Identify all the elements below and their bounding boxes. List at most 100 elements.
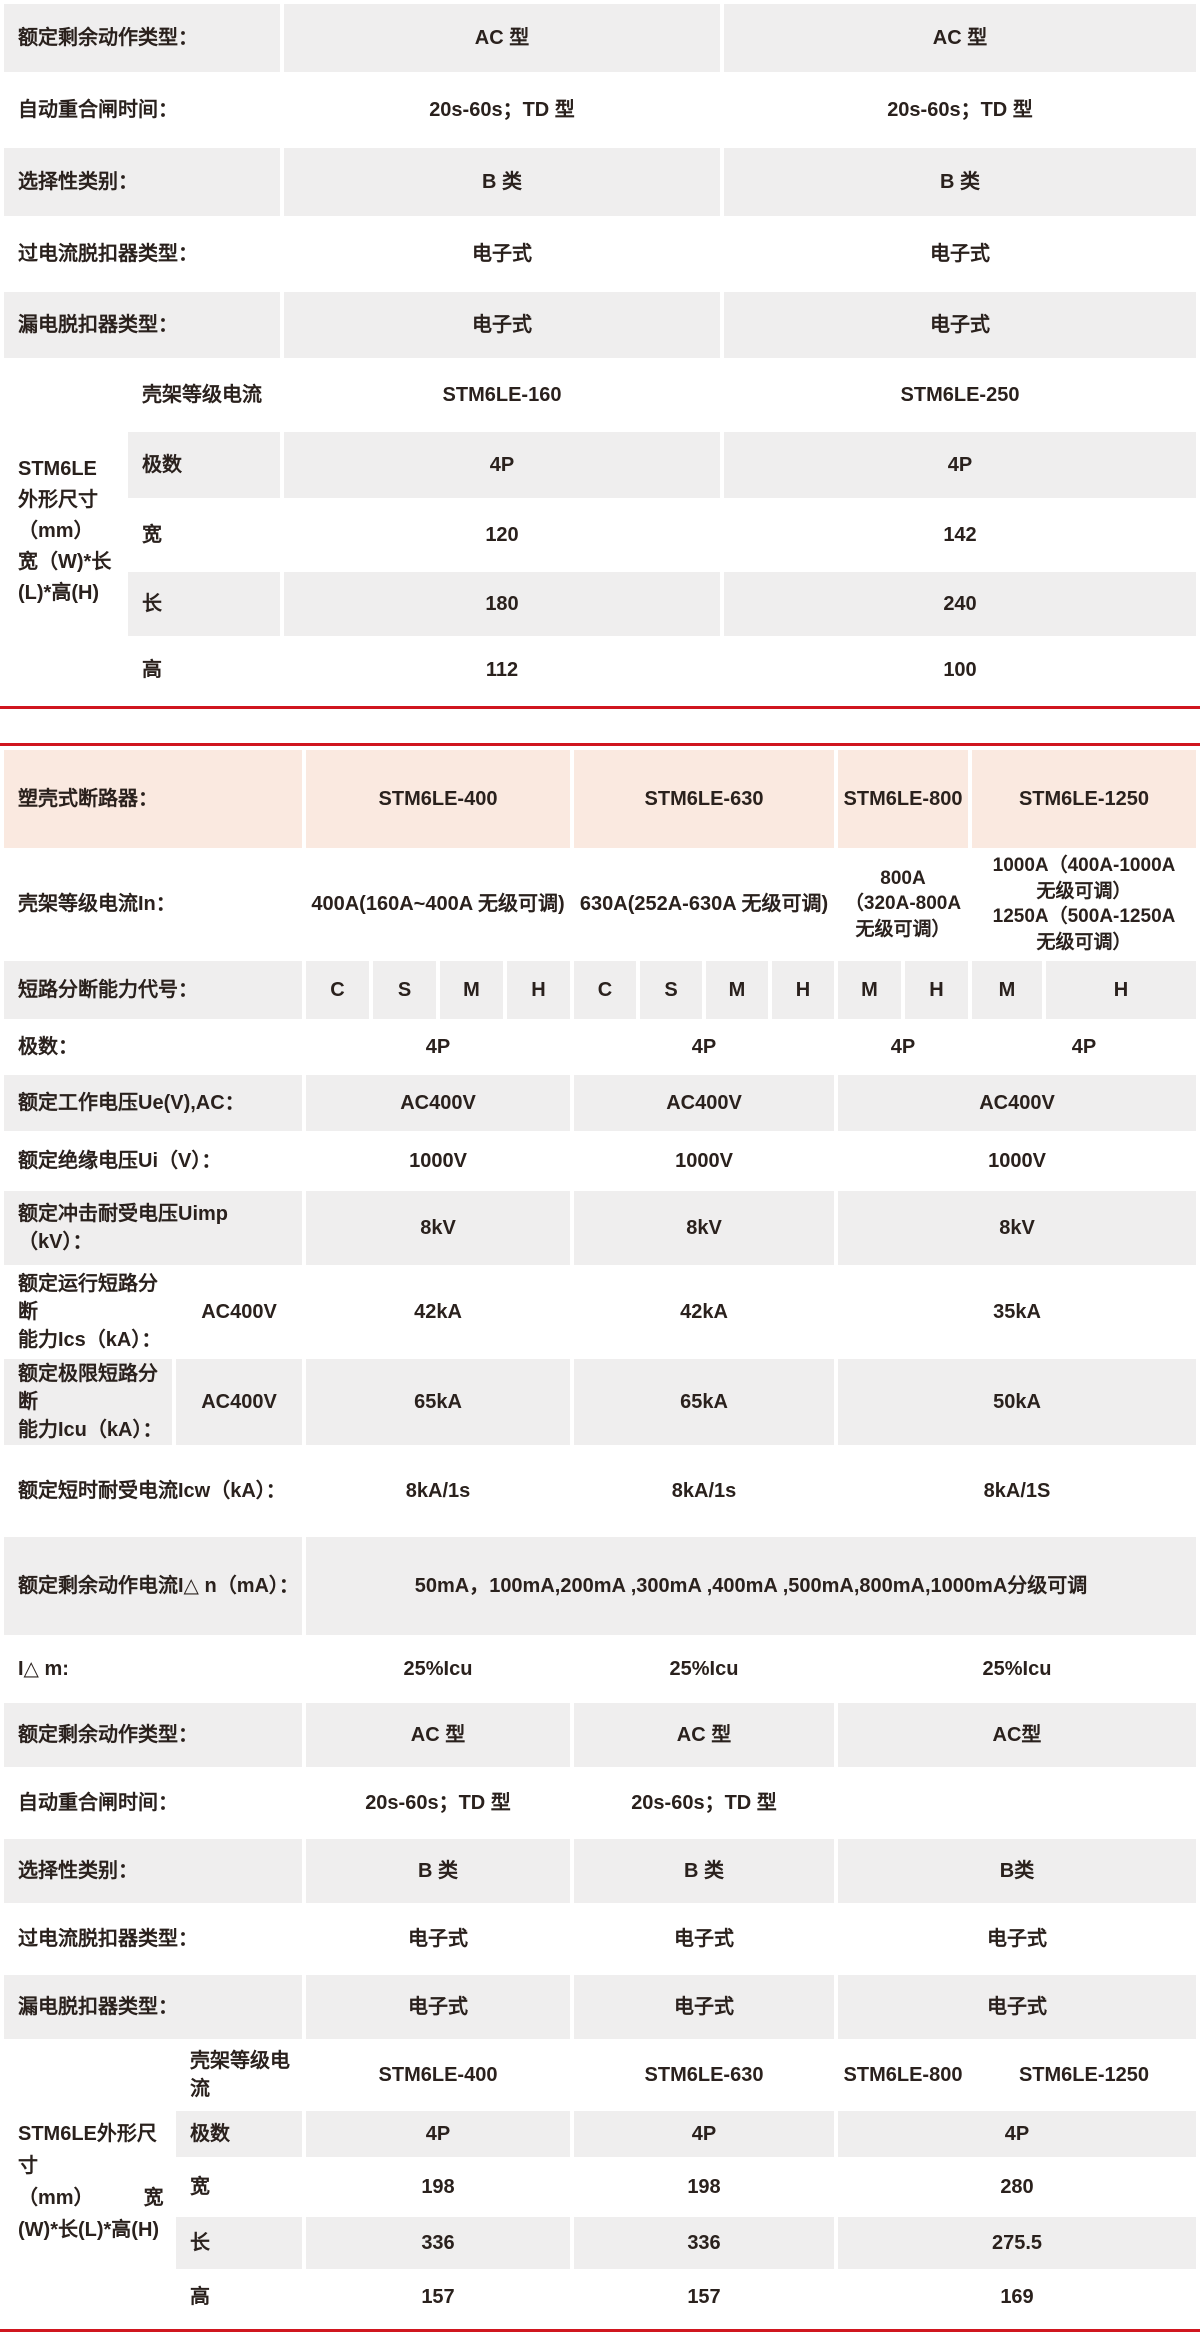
value-cell: 电子式 <box>987 1927 1047 1950</box>
value-cell: STM6LE-250 <box>900 384 1020 406</box>
table-title: 塑壳式断路器： <box>4 750 302 848</box>
red-divider-line-top <box>0 706 1200 709</box>
row-dim-length: 长 180 240 <box>4 572 1196 636</box>
red-divider-line-bottom <box>0 2328 1200 2332</box>
value-cell: 20s-60s；TD 型 <box>365 1791 511 1814</box>
value-cell: 4P <box>284 432 720 498</box>
sub-condition-cell: AC400V <box>176 1358 302 1445</box>
row-selectivity-class: 选择性类别： B 类 B 类 <box>4 148 1196 216</box>
value-cell: STM6LE-160 <box>442 384 562 406</box>
row-label: 漏电脱扣器类型： <box>4 292 280 358</box>
row-label: 额定剩余动作类型： <box>4 4 280 72</box>
value-cell: AC 型 <box>284 4 720 72</box>
row-label: 额定剩余动作类型： <box>4 1702 302 1767</box>
value-cell: 20s-60s；TD 型 <box>631 1791 777 1814</box>
row-service-breaking-capacity-ics: 额定运行短路分断 能力Ics（kA）： AC400V 42kA 42kA 35k… <box>4 1269 1196 1355</box>
row-label: 选择性类别： <box>4 148 280 216</box>
value-cell: 电子式 <box>574 1974 834 2039</box>
value-cell: 4P <box>1071 1035 1097 1058</box>
row-leakage-release-type: 漏电脱扣器类型： 电子式 电子式 电子式 <box>4 1974 1196 2039</box>
value-cell: AC400V <box>306 1074 570 1131</box>
value-cell: B 类 <box>574 1838 834 1903</box>
row-dim-height: 高 157 157 169 <box>4 2273 1196 2321</box>
dimension-group-label: STM6LE 外形尺寸 （mm） 宽（W)*长 (L)*高(H) <box>18 457 112 604</box>
value-cell: 800A （320A-800A 无级可调） <box>844 867 962 941</box>
value-cell: 112 <box>485 659 519 681</box>
row-label: 额定短时耐受电流Icw（kA）： <box>18 1479 286 1502</box>
value-cell: 8kA/1S <box>983 1479 1051 1502</box>
code-cell: H <box>905 960 968 1019</box>
value-cell: 4P <box>425 1035 451 1058</box>
dim-label: 高 <box>142 659 162 681</box>
value-cell: 50kA <box>838 1358 1196 1445</box>
value-cell: STM6LE-1250 <box>1018 2063 1150 2086</box>
value-cell: 1000V <box>409 1149 467 1172</box>
row-label: 额定冲击耐受电压Uimp（kV）： <box>4 1190 302 1265</box>
value-cell: AC400V <box>574 1074 834 1131</box>
value-cell: 4P <box>574 2110 834 2157</box>
value-cell: 20s-60s；TD 型 <box>429 99 575 121</box>
model-header: STM6LE-400 <box>306 750 570 848</box>
value-cell: 275.5 <box>838 2216 1196 2269</box>
row-ultimate-breaking-capacity-icu: 额定极限短路分断 能力Icu（kA）： AC400V 65kA 65kA 50k… <box>4 1358 1196 1445</box>
value-cell: 157 <box>421 2285 455 2308</box>
value-cell: 630A(252A-630A 无级可调) <box>579 893 829 916</box>
model-header: STM6LE-630 <box>574 750 834 848</box>
code-cell: H <box>772 960 834 1019</box>
dim-label: 极数 <box>128 432 280 498</box>
row-leakage-release-type: 漏电脱扣器类型： 电子式 电子式 <box>4 292 1196 358</box>
row-rated-residual-current-idn: 额定剩余动作电流I△ n（mA）： 50mA，100mA,200mA ,300m… <box>4 1536 1196 1635</box>
value-cell: 电子式 <box>472 243 532 265</box>
value-cell <box>838 1771 1196 1835</box>
row-breaking-capacity-codes: 短路分断能力代号： C S M H C S M H M H M H <box>4 960 1196 1019</box>
value-cell: STM6LE-800 <box>843 2063 963 2086</box>
row-dim-poles: 极数 4P 4P 4P <box>4 2110 1196 2157</box>
value-cell: B类 <box>838 1838 1196 1903</box>
value-cell: 4P <box>724 432 1196 498</box>
row-overcurrent-release-type: 过电流脱扣器类型： 电子式 电子式 <box>4 220 1196 288</box>
row-short-time-withstand-current-icw: 额定短时耐受电流Icw（kA）： 8kA/1s 8kA/1s 8kA/1S <box>4 1449 1196 1533</box>
row-idm: I△ m: 25%Icu 25%Icu 25%Icu <box>4 1639 1196 1699</box>
row-dim-height: 高 112 100 <box>4 640 1196 700</box>
spec-table-top: 额定剩余动作类型： AC 型 AC 型 自动重合闸时间： 20s-60s；TD … <box>0 0 1200 704</box>
code-cell: H <box>1046 960 1196 1019</box>
code-cell: M <box>838 960 901 1019</box>
code-cell: M <box>972 960 1042 1019</box>
value-cell: 65kA <box>306 1358 570 1445</box>
value-cell: 120 <box>485 524 519 546</box>
value-cell: 1000V <box>675 1149 733 1172</box>
value-cell: 25%Icu <box>403 1657 473 1680</box>
row-label: 自动重合闸时间： <box>18 1791 178 1814</box>
row-poles: 极数： 4P 4P 4P 4P <box>4 1023 1196 1071</box>
row-auto-reclose-time: 自动重合闸时间： 20s-60s；TD 型 20s-60s；TD 型 <box>4 1771 1196 1835</box>
spec-table-bottom: 塑壳式断路器： STM6LE-400 STM6LE-630 STM6LE-800… <box>0 746 1200 2325</box>
value-cell: 电子式 <box>674 1927 734 1950</box>
sub-condition-cell: AC400V <box>201 1300 277 1323</box>
value-cell: 198 <box>421 2175 455 2198</box>
value-cell: 142 <box>943 524 977 546</box>
row-rated-insulation-voltage: 额定绝缘电压Ui（V）： 1000V 1000V 1000V <box>4 1135 1196 1187</box>
value-cell: STM6LE-400 <box>378 2063 498 2086</box>
dim-label: 高 <box>190 2285 210 2308</box>
code-cell: S <box>373 960 436 1019</box>
value-cell: STM6LE-630 <box>644 2063 764 2086</box>
row-label: 过电流脱扣器类型： <box>18 243 198 265</box>
value-cell: 1000A（400A-1000A 无级可调） 1250A（500A-1250A … <box>992 855 1176 953</box>
row-label: 额定极限短路分断 能力Icu（kA）： <box>4 1358 172 1445</box>
dim-label: 长 <box>176 2216 302 2269</box>
value-cell: 240 <box>724 572 1196 636</box>
value-cell: 4P <box>691 1035 717 1058</box>
value-cell: 65kA <box>574 1358 834 1445</box>
value-cell: AC400V <box>838 1074 1196 1131</box>
value-cell: 336 <box>574 2216 834 2269</box>
value-cell: 8kA/1s <box>405 1479 471 1502</box>
value-cell: 电子式 <box>408 1927 468 1950</box>
row-selectivity-class: 选择性类别： B 类 B 类 B类 <box>4 1838 1196 1903</box>
row-dim-width: 宽 198 198 280 <box>4 2161 1196 2213</box>
value-cell: 198 <box>687 2175 721 2198</box>
value-cell: 42kA <box>414 1300 462 1323</box>
header-row: 塑壳式断路器： STM6LE-400 STM6LE-630 STM6LE-800… <box>4 750 1196 848</box>
row-rated-working-voltage: 额定工作电压Ue(V),AC： AC400V AC400V AC400V <box>4 1074 1196 1131</box>
model-header: STM6LE-800 <box>838 750 968 848</box>
